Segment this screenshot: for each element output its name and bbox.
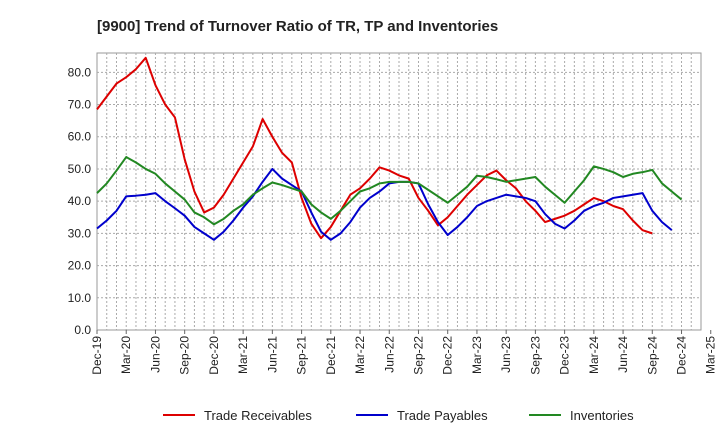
y-tick-label: 70.0 bbox=[68, 98, 92, 112]
legend-label-inventories: Inventories bbox=[570, 408, 634, 423]
x-tick-label: Sep-24 bbox=[645, 336, 659, 375]
x-tick-label: Dec-24 bbox=[675, 336, 689, 375]
x-tick-label: Mar-22 bbox=[353, 336, 367, 374]
x-tick-label: Dec-21 bbox=[324, 336, 338, 375]
y-tick-label: 80.0 bbox=[68, 65, 92, 79]
y-axis: 0.0 10.0 20.0 30.0 40.0 50.0 60.0 70.0 80.0 bbox=[68, 65, 92, 337]
series-lines bbox=[96, 56, 683, 241]
plot-area bbox=[96, 52, 702, 331]
x-tick-label: Sep-22 bbox=[411, 336, 425, 375]
x-tick-label: Jun-21 bbox=[265, 336, 279, 373]
x-tick-label: Mar-25 bbox=[704, 336, 718, 374]
x-tick-label: Jun-23 bbox=[499, 336, 513, 373]
x-tick-label: Sep-23 bbox=[528, 336, 542, 375]
gridlines bbox=[97, 53, 701, 330]
legend-label-trade-payables: Trade Payables bbox=[397, 408, 488, 423]
x-tick-label: Mar-23 bbox=[470, 336, 484, 374]
legend-label-trade-receivables: Trade Receivables bbox=[204, 408, 312, 423]
y-tick-label: 10.0 bbox=[68, 291, 92, 305]
x-tick-label: Dec-20 bbox=[207, 336, 221, 375]
x-tick-label: Dec-22 bbox=[441, 336, 455, 375]
x-tick-label: Sep-21 bbox=[295, 336, 309, 375]
y-tick-label: 0.0 bbox=[74, 323, 91, 337]
x-tick-label: Dec-19 bbox=[90, 336, 104, 375]
y-tick-label: 40.0 bbox=[68, 194, 92, 208]
x-axis: Dec-19 Mar-20 Jun-20 Sep-20 Dec-20 Mar-21 Jun-… bbox=[90, 330, 718, 375]
y-tick-label: 60.0 bbox=[68, 130, 92, 144]
series-line-inventories bbox=[96, 156, 683, 226]
y-tick-label: 20.0 bbox=[68, 259, 92, 273]
series-line-trade-receivables bbox=[96, 56, 653, 240]
x-tick-label: Jun-24 bbox=[616, 336, 630, 373]
x-tick-label: Jun-22 bbox=[382, 336, 396, 373]
x-tick-label: Sep-20 bbox=[178, 336, 192, 375]
series-line-trade-payables bbox=[96, 167, 673, 241]
x-tick-label: Dec-23 bbox=[558, 336, 572, 375]
x-tick-label: Mar-21 bbox=[236, 336, 250, 374]
x-tick-label: Mar-20 bbox=[119, 336, 133, 374]
x-tick-label: Mar-24 bbox=[587, 336, 601, 374]
chart-title: [9900] Trend of Turnover Ratio of TR, TP… bbox=[97, 18, 498, 35]
y-tick-label: 50.0 bbox=[68, 162, 92, 176]
x-tick-label: Jun-20 bbox=[148, 336, 162, 373]
y-tick-label: 30.0 bbox=[68, 226, 92, 240]
legend: Trade Receivables Trade Payables Inventori… bbox=[163, 408, 634, 423]
